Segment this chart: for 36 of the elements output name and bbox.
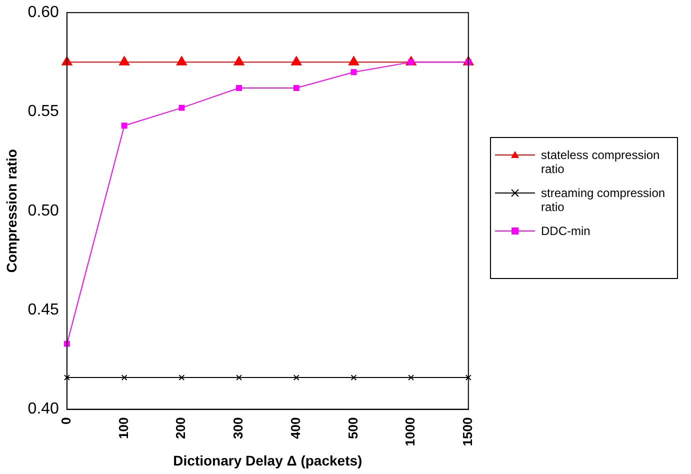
point (178, 374, 185, 381)
legend-label: DDC-min (541, 224, 590, 238)
x-tick-label: 1500 (460, 417, 475, 446)
point (291, 56, 302, 66)
point (178, 104, 185, 111)
point (350, 69, 357, 76)
point (465, 374, 472, 381)
point (408, 374, 414, 381)
point (119, 56, 130, 66)
x-tick-label: 200 (173, 417, 188, 439)
point (348, 56, 359, 66)
y-tick-label: 0.60 (28, 4, 60, 22)
y-tick-label: 0.45 (28, 302, 60, 319)
point (234, 56, 244, 66)
x-tick-label: 500 (345, 417, 360, 439)
y-tick-label: 0.55 (28, 103, 60, 120)
legend-label: streaming compression ratio (541, 186, 666, 214)
point (236, 374, 242, 381)
point (121, 374, 128, 381)
y-tick-label: 0.50 (28, 202, 60, 220)
point (64, 374, 70, 381)
x-tick-label: 100 (116, 417, 131, 439)
point (350, 374, 357, 381)
x-axis-title: Dictionary Delay Δ (packets) (173, 452, 362, 468)
x-tick-label: 400 (288, 417, 303, 439)
point (121, 122, 128, 129)
point (236, 84, 242, 91)
point (176, 56, 187, 66)
point (293, 374, 300, 381)
y-tick-label: 0.40 (28, 400, 60, 418)
legend-label: stateless compression ratio (541, 148, 661, 176)
y-axis-title: Compression ratio (3, 149, 20, 273)
x-tick-label: 300 (230, 417, 246, 439)
x-tick-label: 1000 (402, 417, 418, 446)
point (293, 84, 300, 91)
x-tick-label: 0 (58, 417, 74, 425)
